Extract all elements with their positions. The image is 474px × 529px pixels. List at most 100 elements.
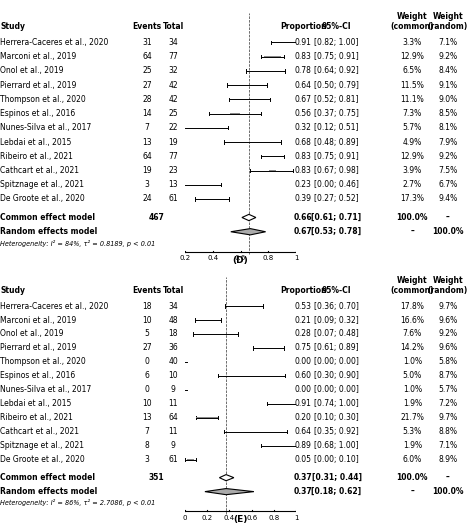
Text: Thompson et al., 2020: Thompson et al., 2020 (0, 95, 86, 104)
Text: Events: Events (132, 286, 162, 295)
Text: 3.3%: 3.3% (403, 38, 422, 47)
Text: 19: 19 (168, 138, 178, 147)
Text: [0.67; 0.98]: [0.67; 0.98] (314, 166, 359, 175)
Text: 1.0%: 1.0% (403, 385, 422, 394)
Text: 10: 10 (142, 399, 152, 408)
Text: Herrera-Caceres et al., 2020: Herrera-Caceres et al., 2020 (0, 302, 109, 311)
Text: Proportion: Proportion (280, 286, 327, 295)
Text: Total: Total (163, 286, 183, 295)
Text: (random): (random) (428, 22, 468, 31)
Text: 1.9%: 1.9% (403, 399, 422, 408)
Text: 10: 10 (142, 315, 152, 324)
Text: Study: Study (0, 22, 26, 31)
Text: [0.18; 0.62]: [0.18; 0.62] (311, 487, 362, 496)
Text: [0.64; 0.92]: [0.64; 0.92] (314, 66, 359, 75)
Text: [0.74; 1.00]: [0.74; 1.00] (314, 399, 359, 408)
Text: De Groote et al., 2020: De Groote et al., 2020 (0, 195, 85, 204)
Text: 0.32: 0.32 (295, 123, 312, 132)
Text: Nunes-Silva et al., 2017: Nunes-Silva et al., 2017 (0, 123, 92, 132)
Text: 21.7%: 21.7% (401, 413, 424, 422)
Text: 11: 11 (168, 399, 178, 408)
Text: 9.1%: 9.1% (438, 80, 457, 89)
Text: 1: 1 (294, 255, 299, 261)
Text: 27: 27 (142, 343, 152, 352)
Text: 5.7%: 5.7% (403, 123, 422, 132)
Text: 0.78: 0.78 (295, 66, 312, 75)
Text: 0.37: 0.37 (294, 487, 313, 496)
Text: 0.64: 0.64 (295, 427, 312, 436)
Text: 5.0%: 5.0% (403, 371, 422, 380)
Text: 0: 0 (182, 515, 187, 521)
Text: 9.2%: 9.2% (438, 52, 457, 61)
Text: [0.61; 0.89]: [0.61; 0.89] (314, 343, 359, 352)
Text: 11: 11 (168, 427, 178, 436)
Text: (D): (D) (233, 256, 248, 264)
Text: 0.05: 0.05 (295, 455, 312, 464)
Text: [0.82; 1.00]: [0.82; 1.00] (314, 38, 359, 47)
Text: 1: 1 (294, 515, 299, 521)
Text: 0.00: 0.00 (295, 385, 312, 394)
Text: Weight: Weight (433, 277, 463, 286)
Text: 61: 61 (168, 455, 178, 464)
Polygon shape (242, 214, 256, 221)
Text: Spitznage et al., 2021: Spitznage et al., 2021 (0, 441, 84, 450)
Text: 0.8: 0.8 (268, 515, 280, 521)
Text: 2.7%: 2.7% (403, 180, 422, 189)
Text: 11.5%: 11.5% (401, 80, 424, 89)
Text: 5.7%: 5.7% (438, 385, 457, 394)
Text: 9.0%: 9.0% (438, 95, 457, 104)
Text: 7.1%: 7.1% (438, 38, 457, 47)
Text: Ribeiro et al., 2021: Ribeiro et al., 2021 (0, 413, 73, 422)
Text: 7.6%: 7.6% (403, 330, 422, 339)
Text: 0.21: 0.21 (295, 315, 312, 324)
Text: 0.67: 0.67 (294, 227, 313, 236)
Text: 22: 22 (168, 123, 178, 132)
Text: 9.4%: 9.4% (438, 195, 457, 204)
Text: 0.4: 0.4 (207, 255, 218, 261)
Text: Onol et al., 2019: Onol et al., 2019 (0, 330, 64, 339)
Text: 7: 7 (145, 427, 149, 436)
Text: 17.3%: 17.3% (401, 195, 424, 204)
Text: Espinos et al., 2016: Espinos et al., 2016 (0, 109, 76, 118)
Text: 0.83: 0.83 (295, 166, 312, 175)
Text: 0.2: 0.2 (179, 255, 191, 261)
Text: 14.2%: 14.2% (401, 343, 424, 352)
Text: 95%-CI: 95%-CI (322, 286, 351, 295)
Text: 18: 18 (168, 330, 178, 339)
Text: 0.00: 0.00 (295, 358, 312, 367)
Text: 13: 13 (142, 413, 152, 422)
Text: 36: 36 (168, 343, 178, 352)
Text: [0.35; 0.92]: [0.35; 0.92] (314, 427, 359, 436)
Text: [0.09; 0.32]: [0.09; 0.32] (314, 315, 359, 324)
Text: 0.67: 0.67 (295, 95, 312, 104)
Text: Heterogeneity: I² = 86%, τ² = 2.7086, p < 0.01: Heterogeneity: I² = 86%, τ² = 2.7086, p … (0, 499, 156, 506)
Text: Pierrard et al., 2019: Pierrard et al., 2019 (0, 343, 77, 352)
Text: 0.83: 0.83 (295, 52, 312, 61)
Text: Common effect model: Common effect model (0, 213, 95, 222)
Text: 100.0%: 100.0% (397, 213, 428, 222)
Text: 8.7%: 8.7% (438, 371, 457, 380)
Text: 6.0%: 6.0% (403, 455, 422, 464)
Text: 9.7%: 9.7% (438, 302, 457, 311)
Text: [0.00; 0.10]: [0.00; 0.10] (314, 455, 359, 464)
Text: –: – (446, 473, 450, 482)
Text: [0.68; 1.00]: [0.68; 1.00] (314, 441, 359, 450)
Text: 95%-CI: 95%-CI (322, 22, 351, 31)
Text: 9.2%: 9.2% (438, 152, 457, 161)
Text: [0.75; 0.91]: [0.75; 0.91] (314, 52, 359, 61)
Text: –: – (446, 213, 450, 222)
Text: 0.91: 0.91 (295, 399, 312, 408)
Text: 19: 19 (142, 166, 152, 175)
Text: –: – (410, 227, 414, 236)
Text: 25: 25 (168, 109, 178, 118)
Text: 17.8%: 17.8% (401, 302, 424, 311)
Text: 6: 6 (145, 371, 149, 380)
Text: 28: 28 (142, 95, 152, 104)
Text: 0.60: 0.60 (295, 371, 312, 380)
Text: Cathcart et al., 2021: Cathcart et al., 2021 (0, 166, 80, 175)
Text: 25: 25 (142, 66, 152, 75)
Text: 77: 77 (168, 152, 178, 161)
Text: 64: 64 (142, 152, 152, 161)
Text: 9.7%: 9.7% (438, 413, 457, 422)
Text: Random effects model: Random effects model (0, 487, 98, 496)
